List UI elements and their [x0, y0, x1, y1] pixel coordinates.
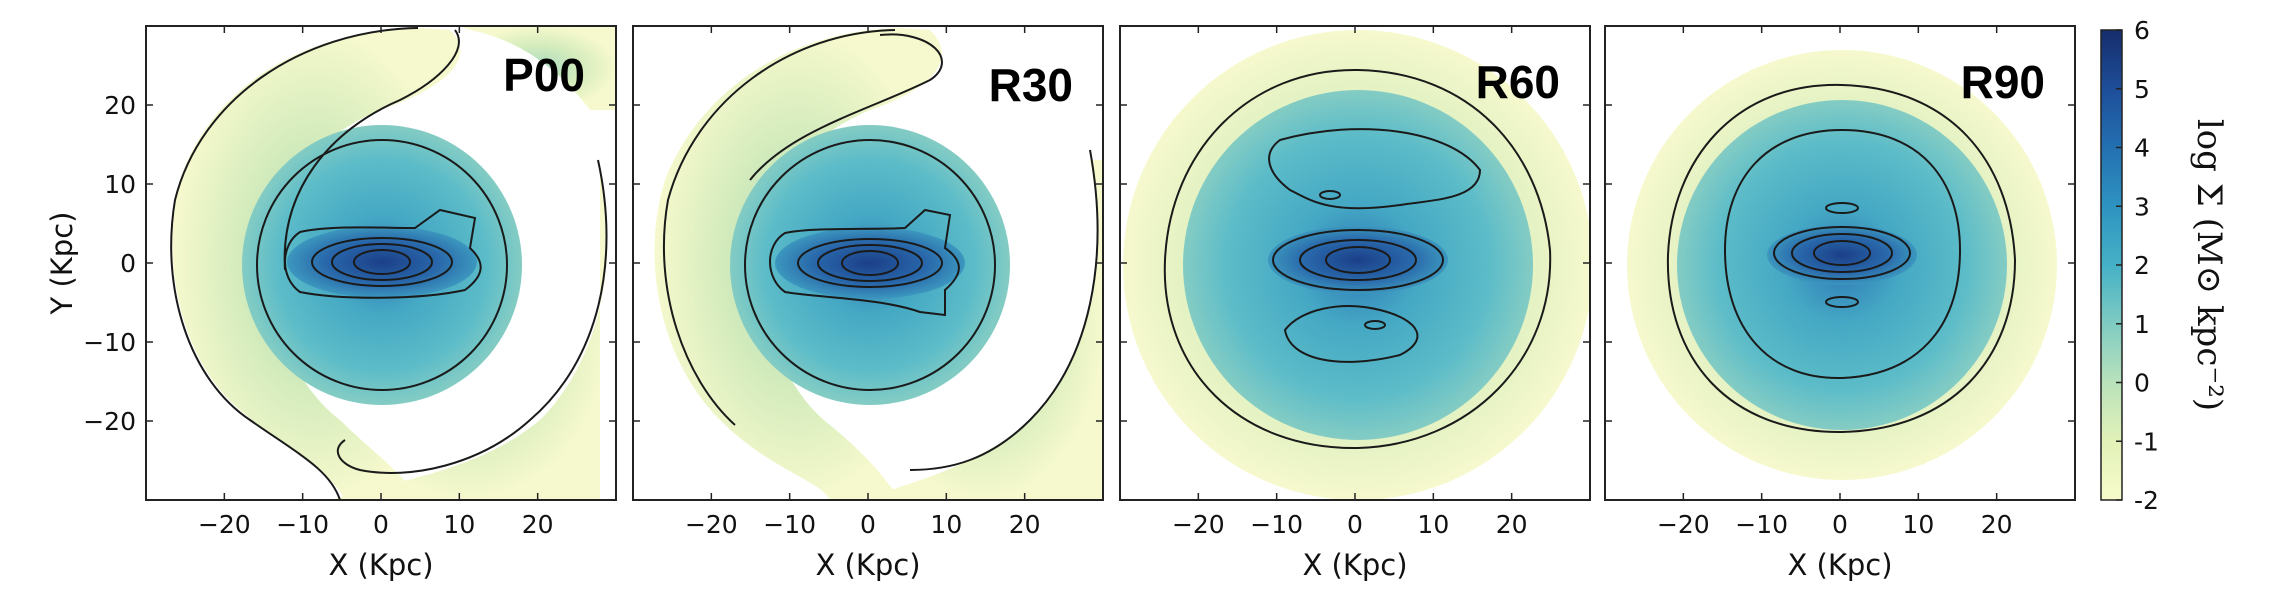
colorbar-tick-label: 0 [2134, 369, 2150, 398]
x-tick-label: −20 [1172, 510, 1225, 539]
x-tick-label: −20 [198, 510, 251, 539]
density-map-r60 [1123, 30, 1590, 500]
x-axis-label: X (Kpc) [1787, 548, 1892, 582]
panel-label-r30: R30 [989, 59, 1073, 111]
bar [1268, 226, 1448, 294]
x-tick-label: 10 [1417, 510, 1449, 539]
spiral-arm-outer [654, 28, 942, 500]
x-tick-label: 20 [1981, 510, 2013, 539]
panel-label-r60: R60 [1476, 56, 1560, 108]
spiral-arm-lower [860, 160, 1103, 500]
colorbar-tick-label: -1 [2134, 427, 2159, 456]
colorbar: 6 5 4 3 2 1 0 -1 -2 log Σ (M⊙ kpc⁻²) [2100, 16, 2229, 515]
colorbar-ticks: 6 5 4 3 2 1 0 -1 -2 [2116, 16, 2159, 515]
y-tick-label: −10 [83, 328, 136, 357]
colorbar-label: log Σ (M⊙ kpc⁻²) [2189, 119, 2229, 411]
spiral-arm-upper [460, 26, 616, 110]
colorbar-tick-label: 5 [2134, 75, 2150, 104]
x-tick-label: 10 [930, 510, 962, 539]
x-tick-label: −10 [276, 510, 329, 539]
contours-p00 [170, 27, 608, 500]
panel-r30: R30 [632, 25, 1104, 501]
axes: −20 −10 0 10 20 20 10 0 −10 −20 X (Kpc) −20 −10 0 10 20… [83, 26, 2075, 582]
x-tick-label: 10 [1902, 510, 1934, 539]
panel-r60: R60 [1119, 25, 1591, 501]
x-tick-label: 10 [443, 510, 475, 539]
x-tick-label: 0 [1347, 510, 1363, 539]
x-axis-label: X (Kpc) [1302, 548, 1407, 582]
spiral-arm-lower [330, 170, 608, 500]
colorbar-tick-label: 4 [2134, 134, 2150, 163]
panel-p00: P00 [145, 25, 617, 501]
spiral-arm-outer [172, 28, 461, 500]
bar [775, 227, 965, 299]
x-tick-label: −20 [1657, 510, 1710, 539]
x-tick-label: −20 [685, 510, 738, 539]
x-tick-label: 20 [1009, 510, 1041, 539]
density-map-p00 [170, 26, 616, 500]
contours-r30 [662, 29, 1099, 471]
panel-label-p00: P00 [503, 49, 585, 101]
y-axis-label: Y (Kpc) [45, 212, 79, 316]
x-tick-label: 20 [1496, 510, 1528, 539]
density-map-r30 [654, 28, 1103, 500]
y-tick-label: 0 [120, 249, 136, 278]
x-tick-label: 0 [860, 510, 876, 539]
colorbar-tick-label: 6 [2134, 16, 2150, 45]
panel-r90: R90 [1604, 25, 2076, 501]
panel-label-r90: R90 [1961, 56, 2045, 108]
y-tick-label: −20 [83, 407, 136, 436]
x-tick-label: 20 [522, 510, 554, 539]
colorbar-tick-label: -2 [2134, 486, 2159, 515]
colorbar-tick-label: 1 [2134, 310, 2150, 339]
y-tick-label: 10 [104, 170, 136, 199]
colorbar-tick-label: 3 [2134, 192, 2150, 221]
density-map-r90 [1627, 50, 2057, 480]
x-tick-label: −10 [763, 510, 816, 539]
x-tick-label: 0 [373, 510, 389, 539]
x-tick-label: −10 [1250, 510, 1303, 539]
contours-r90 [1666, 83, 2017, 434]
x-tick-label: 0 [1832, 510, 1848, 539]
x-tick-label: −10 [1735, 510, 1788, 539]
y-tick-label: 20 [104, 91, 136, 120]
x-axis-label: X (Kpc) [815, 548, 920, 582]
contours-r60 [1163, 68, 1552, 450]
x-axis-label: X (Kpc) [328, 548, 433, 582]
colorbar-tick-label: 2 [2134, 251, 2150, 280]
bar [287, 226, 477, 298]
